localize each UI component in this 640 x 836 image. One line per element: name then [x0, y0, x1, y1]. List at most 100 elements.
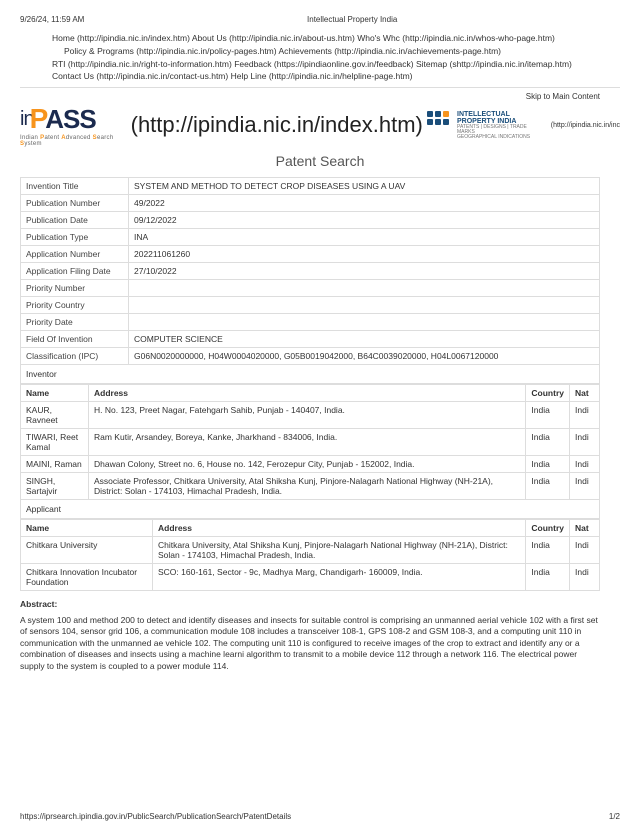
logo-subtitle: Indian Patent Advanced Search System [20, 135, 123, 147]
field-row: Priority Date [21, 314, 600, 331]
nav-line-3[interactable]: RTI (http://ipindia.nic.in/right-to-info… [52, 58, 620, 71]
print-title: Intellectual Property India [307, 15, 397, 24]
field-row: Invention TitleSYSTEM AND METHOD TO DETE… [21, 178, 600, 195]
th-name: Name [21, 520, 153, 537]
field-value: 09/12/2022 [129, 212, 600, 229]
abstract-heading: Abstract: [20, 599, 620, 609]
cell-nat: Indi [570, 456, 600, 473]
cell-country: India [526, 564, 570, 591]
field-label: Publication Type [21, 229, 129, 246]
field-label: Priority Country [21, 297, 129, 314]
field-row: Publication Number49/2022 [21, 195, 600, 212]
field-value: 27/10/2022 [129, 263, 600, 280]
field-row: Application Filing Date27/10/2022 [21, 263, 600, 280]
applicant-table: Name Address Country Nat Chitkara Univer… [20, 519, 600, 591]
cell-name: TIWARI, Reet Kamal [21, 429, 89, 456]
cell-nat: Indi [570, 564, 600, 591]
field-label: Classification (IPC) [21, 348, 129, 365]
ipi-dots-icon [427, 111, 449, 125]
cell-addr: Dhawan Colony, Street no. 6, House no. 1… [89, 456, 526, 473]
print-footer: https://iprsearch.ipindia.gov.in/PublicS… [20, 812, 620, 821]
logo-post: ASS [45, 104, 95, 135]
th-country: Country [526, 520, 570, 537]
th-address: Address [89, 385, 526, 402]
th-address: Address [153, 520, 526, 537]
th-nat: Nat [570, 385, 600, 402]
cell-name: Chitkara Innovation Incubator Foundation [21, 564, 153, 591]
field-label: Application Filing Date [21, 263, 129, 280]
cell-name: SINGH, Sartajvir [21, 473, 89, 500]
field-value: G06N0020000000, H04W0004020000, G05B0019… [129, 348, 600, 365]
ipi-logo-block[interactable]: INTELLECTUAL PROPERTY INDIA PATENTS | DE… [423, 111, 620, 140]
field-value: INA [129, 229, 600, 246]
footer-url: https://iprsearch.ipindia.gov.in/PublicS… [20, 812, 291, 821]
print-header: 9/26/24, 11:59 AM Intellectual Property … [20, 15, 620, 24]
inpass-logo[interactable]: in P ASS Indian Patent Advanced Search S… [20, 103, 123, 147]
ipi-line3: PATENTS | DESIGNS | TRADE MARKS [457, 125, 541, 135]
field-row: Field Of InventionCOMPUTER SCIENCE [21, 331, 600, 348]
cell-country: India [526, 537, 570, 564]
cell-country: India [526, 429, 570, 456]
field-label: Publication Number [21, 195, 129, 212]
cell-nat: Indi [570, 429, 600, 456]
cell-nat: Indi [570, 402, 600, 429]
field-label: Application Number [21, 246, 129, 263]
cell-addr: H. No. 123, Preet Nagar, Fatehgarh Sahib… [89, 402, 526, 429]
cell-country: India [526, 402, 570, 429]
table-row: TIWARI, Reet KamalRam Kutir, Arsandey, B… [21, 429, 600, 456]
field-label: Invention Title [21, 178, 129, 195]
th-name: Name [21, 385, 89, 402]
ipi-line1: INTELLECTUAL [457, 111, 541, 118]
field-label: Priority Number [21, 280, 129, 297]
nav-line-1[interactable]: Home (http://ipindia.nic.in/index.htm) A… [52, 32, 620, 45]
print-datetime: 9/26/24, 11:59 AM [20, 15, 84, 24]
inventor-section-label: Inventor [20, 365, 600, 384]
page-title: Patent Search [20, 153, 620, 169]
ipi-line4: GEOGRAPHICAL INDICATIONS [457, 135, 541, 140]
abstract-text: A system 100 and method 200 to detect an… [20, 615, 600, 672]
field-label: Field Of Invention [21, 331, 129, 348]
nav-line-4[interactable]: Contact Us (http://ipindia.nic.in/contac… [52, 70, 620, 83]
main-url[interactable]: (http://ipindia.nic.in/index.htm) [131, 112, 423, 138]
skip-link[interactable]: Skip to Main Content [20, 92, 620, 101]
nav-line-2[interactable]: Policy & Programs (http://ipindia.nic.in… [52, 45, 620, 58]
inventor-table: Name Address Country Nat KAUR, RavneetH.… [20, 384, 600, 500]
th-country: Country [526, 385, 570, 402]
field-value [129, 314, 600, 331]
cell-addr: SCO: 160-161, Sector - 9c, Madhya Marg, … [153, 564, 526, 591]
field-value: 202211061260 [129, 246, 600, 263]
footer-page: 1/2 [609, 812, 620, 821]
field-row: Publication Date09/12/2022 [21, 212, 600, 229]
table-row: KAUR, RavneetH. No. 123, Preet Nagar, Fa… [21, 402, 600, 429]
field-value: 49/2022 [129, 195, 600, 212]
cell-name: MAINI, Raman [21, 456, 89, 473]
field-value [129, 297, 600, 314]
ipi-ext-url: (http://ipindia.nic.in/inc [551, 122, 620, 129]
top-nav: Home (http://ipindia.nic.in/index.htm) A… [20, 32, 620, 83]
field-row: Priority Number [21, 280, 600, 297]
cell-addr: Ram Kutir, Arsandey, Boreya, Kanke, Jhar… [89, 429, 526, 456]
cell-nat: Indi [570, 473, 600, 500]
table-row: MAINI, RamanDhawan Colony, Street no. 6,… [21, 456, 600, 473]
field-row: Publication TypeINA [21, 229, 600, 246]
applicant-section-label: Applicant [20, 500, 600, 519]
table-row: Chitkara Innovation Incubator Foundation… [21, 564, 600, 591]
field-label: Publication Date [21, 212, 129, 229]
field-value: SYSTEM AND METHOD TO DETECT CROP DISEASE… [129, 178, 600, 195]
cell-addr: Associate Professor, Chitkara University… [89, 473, 526, 500]
field-label: Priority Date [21, 314, 129, 331]
cell-country: India [526, 473, 570, 500]
patent-details-table: Invention TitleSYSTEM AND METHOD TO DETE… [20, 177, 600, 365]
field-row: Priority Country [21, 297, 600, 314]
th-nat: Nat [570, 520, 600, 537]
cell-addr: Chitkara University, Atal Shiksha Kunj, … [153, 537, 526, 564]
field-row: Classification (IPC)G06N0020000000, H04W… [21, 348, 600, 365]
cell-name: Chitkara University [21, 537, 153, 564]
table-row: SINGH, SartajvirAssociate Professor, Chi… [21, 473, 600, 500]
cell-country: India [526, 456, 570, 473]
cell-nat: Indi [570, 537, 600, 564]
cell-name: KAUR, Ravneet [21, 402, 89, 429]
field-value: COMPUTER SCIENCE [129, 331, 600, 348]
table-row: Chitkara UniversityChitkara University, … [21, 537, 600, 564]
field-value [129, 280, 600, 297]
